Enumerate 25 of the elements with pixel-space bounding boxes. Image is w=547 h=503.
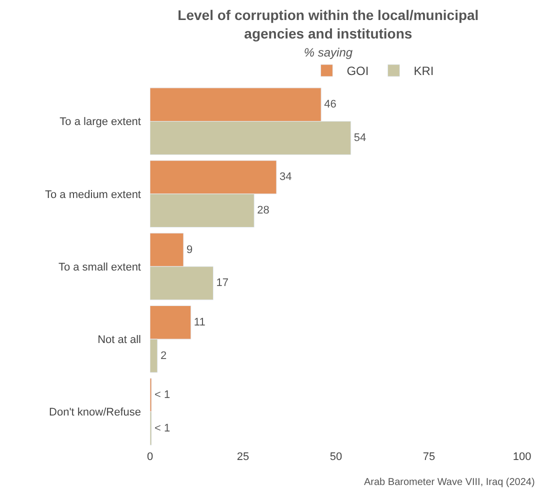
legend-label: GOI	[346, 64, 369, 78]
data-label: 11	[194, 316, 206, 328]
text: Arab Barometer Wave VIII, Iraq (2024)	[364, 477, 535, 488]
data-label: < 1	[154, 422, 170, 434]
data-label: 28	[257, 204, 270, 217]
data-label: 34	[279, 171, 292, 184]
data-label: 46	[324, 98, 336, 111]
x-tick-label: 100	[512, 451, 532, 463]
y-tick-label: Not at all	[98, 334, 141, 346]
data-label: 17	[216, 277, 228, 290]
chart-subtitle: % saying	[304, 46, 353, 60]
data-label: 9	[186, 244, 193, 256]
x-tick-label: 75	[422, 451, 436, 463]
y-tick-label: To a medium extent	[45, 188, 141, 201]
chart-title: Level of corruption within the local/municipal agencies and institutions	[178, 7, 479, 42]
y-tick-label: Don't know/Refuse	[49, 406, 141, 419]
x-tick-label: 25	[236, 451, 250, 463]
legend-label: KRI	[414, 64, 434, 78]
x-tick-label: 50	[330, 451, 342, 463]
data-label: < 1	[154, 389, 170, 401]
data-label: 54	[354, 132, 366, 144]
y-tick-label: To a large extent	[60, 116, 141, 128]
y-tick-label: To a small extent	[58, 261, 141, 274]
data-label: 2	[160, 350, 167, 362]
x-tick-label: 0	[146, 451, 154, 463]
